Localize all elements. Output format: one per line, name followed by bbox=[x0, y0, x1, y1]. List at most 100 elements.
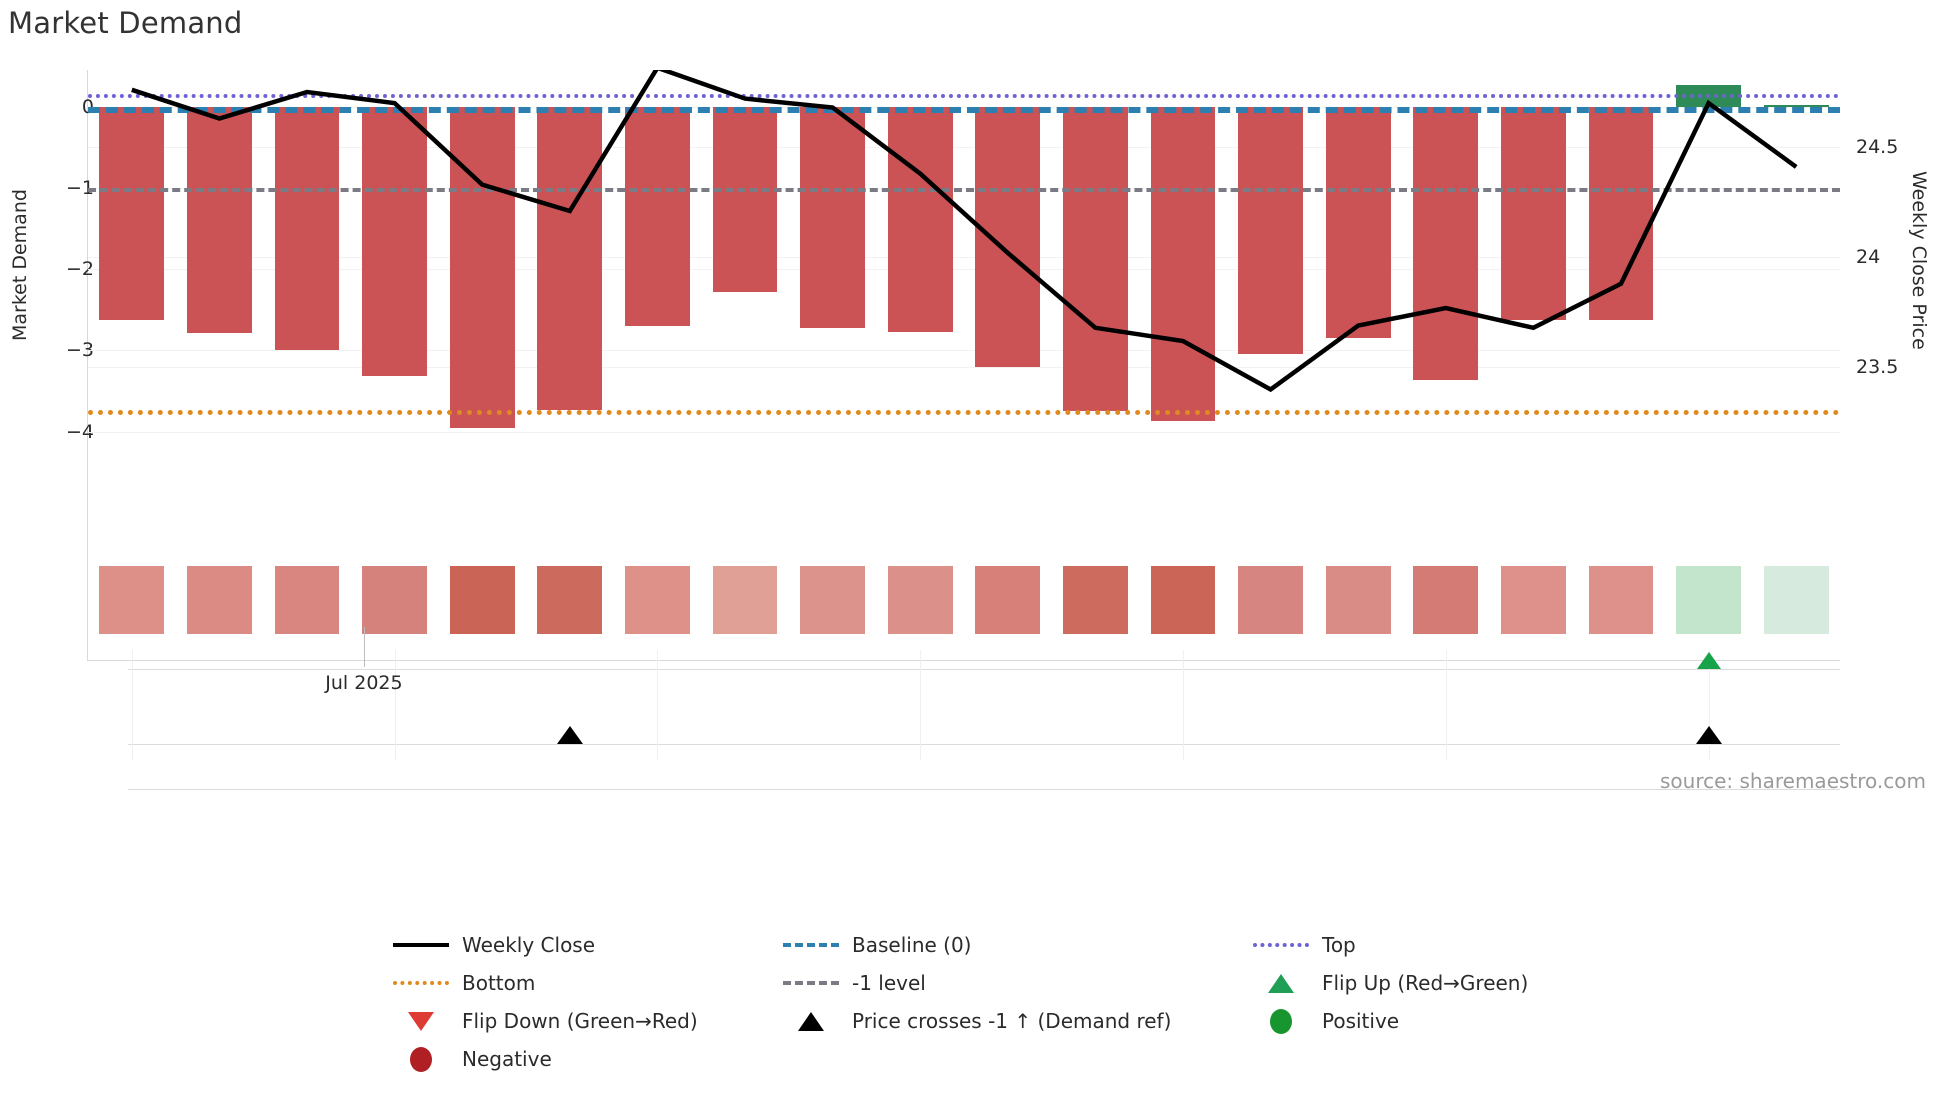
legend-spacer bbox=[1250, 1040, 1670, 1078]
marker-lane-gridline bbox=[131, 650, 133, 760]
source-note: source: sharemaestro.com bbox=[1660, 769, 1926, 793]
demand-bar[interactable] bbox=[1325, 106, 1391, 339]
x-tick-mark bbox=[363, 627, 365, 667]
legend-item-weekly-close[interactable]: Weekly Close bbox=[390, 926, 780, 964]
y-tick-label-right: 23.5 bbox=[1856, 356, 1899, 379]
heatmap-cell[interactable] bbox=[1588, 566, 1654, 634]
y-tick-label-left: 0 bbox=[81, 95, 94, 118]
x-tick-label: Jul 2025 bbox=[325, 672, 403, 694]
gridline-horizontal-secondary bbox=[88, 367, 1840, 369]
legend-item-minus1-level[interactable]: -1 level bbox=[780, 964, 1250, 1002]
legend-label: Top bbox=[1322, 933, 1356, 957]
heatmap-cell[interactable] bbox=[1676, 566, 1741, 634]
heatmap-cell[interactable] bbox=[1238, 566, 1303, 634]
legend-label: Flip Down (Green→Red) bbox=[462, 1009, 698, 1033]
demand-bar[interactable] bbox=[800, 106, 865, 328]
marker-lane-gridline bbox=[657, 650, 659, 760]
demand-bar[interactable] bbox=[537, 106, 603, 410]
legend-label: Bottom bbox=[462, 971, 536, 995]
demand-bar[interactable] bbox=[975, 106, 1041, 367]
heatmap-cell[interactable] bbox=[1413, 566, 1479, 634]
legend-label: Price crosses -1 ↑ (Demand ref) bbox=[852, 1009, 1172, 1033]
gridline-horizontal bbox=[88, 431, 1840, 433]
y-tick-label-left: −2 bbox=[65, 258, 94, 281]
legend-item-top[interactable]: Top bbox=[1250, 926, 1670, 964]
gridline-horizontal bbox=[88, 350, 1840, 352]
demand-bar[interactable] bbox=[624, 106, 690, 326]
reference-line-minus1 bbox=[88, 187, 1840, 192]
legend-item-price-crosses[interactable]: Price crosses -1 ↑ (Demand ref) bbox=[780, 1002, 1250, 1040]
legend-row: Bottom -1 level Flip Up (Red→Green) bbox=[390, 964, 1770, 1002]
y-axis-label-left: Market Demand bbox=[9, 189, 31, 341]
legend-item-baseline[interactable]: Baseline (0) bbox=[780, 926, 1250, 964]
heatmap-cell[interactable] bbox=[1150, 566, 1216, 634]
demand-bar[interactable] bbox=[1238, 106, 1303, 355]
y-tick-label-left: −4 bbox=[65, 420, 94, 443]
demand-bar[interactable] bbox=[1500, 106, 1566, 321]
legend-item-flip-down[interactable]: Flip Down (Green→Red) bbox=[390, 1002, 780, 1040]
marker-lane-rule bbox=[128, 789, 1840, 790]
legend-item-negative[interactable]: Negative bbox=[390, 1040, 780, 1078]
heatmap-cell[interactable] bbox=[712, 566, 778, 634]
legend-item-positive[interactable]: Positive bbox=[1250, 1002, 1670, 1040]
legend-spacer bbox=[780, 1040, 1250, 1078]
demand-bar[interactable] bbox=[712, 106, 778, 292]
triangle-up-black-icon bbox=[780, 1011, 842, 1031]
page-title: Market Demand bbox=[8, 6, 243, 40]
legend-label: Weekly Close bbox=[462, 933, 596, 957]
heatmap-cell[interactable] bbox=[537, 566, 603, 634]
gridline-horizontal-secondary bbox=[88, 147, 1840, 149]
heatmap-cell[interactable] bbox=[362, 566, 427, 634]
heatmap-cell[interactable] bbox=[1500, 566, 1566, 634]
heatmap-cell[interactable] bbox=[800, 566, 865, 634]
demand-bar[interactable] bbox=[1588, 106, 1654, 321]
y-tick-label-left: −1 bbox=[65, 176, 94, 199]
demand-bar[interactable] bbox=[1413, 106, 1479, 381]
reference-line-baseline bbox=[88, 106, 1840, 113]
marker-lane-gridline bbox=[920, 650, 922, 760]
y-tick-label-right: 24 bbox=[1856, 246, 1881, 269]
dotted-line-purple-icon bbox=[1250, 943, 1312, 947]
marker-lane-gridline bbox=[394, 650, 396, 760]
legend-item-flip-up[interactable]: Flip Up (Red→Green) bbox=[1250, 964, 1670, 1002]
legend-item-bottom[interactable]: Bottom bbox=[390, 964, 780, 1002]
legend-row: Flip Down (Green→Red) Price crosses -1 ↑… bbox=[390, 1002, 1770, 1040]
axis-spine-bottom bbox=[87, 660, 1840, 661]
demand-bar[interactable] bbox=[1150, 106, 1216, 421]
heatmap-cell[interactable] bbox=[1325, 566, 1391, 634]
heatmap-cell[interactable] bbox=[274, 566, 340, 634]
demand-bar[interactable] bbox=[1062, 106, 1128, 412]
flip-up-marker-icon[interactable] bbox=[1696, 652, 1721, 669]
heatmap-cell[interactable] bbox=[1062, 566, 1128, 634]
dot-dark-red-icon bbox=[390, 1046, 452, 1072]
marker-lane-rule bbox=[128, 669, 1840, 670]
demand-bar[interactable] bbox=[274, 106, 340, 351]
price-cross-marker-icon[interactable] bbox=[556, 726, 583, 744]
demand-heatmap-strip bbox=[88, 566, 1840, 634]
legend-label: Baseline (0) bbox=[852, 933, 972, 957]
price-cross-marker-icon[interactable] bbox=[1695, 726, 1722, 744]
demand-bar[interactable] bbox=[99, 106, 165, 321]
legend-row: Weekly Close Baseline (0) Top bbox=[390, 926, 1770, 964]
marker-lane-rule bbox=[128, 744, 1840, 745]
heatmap-cell[interactable] bbox=[624, 566, 690, 634]
y-tick-label-left: −3 bbox=[65, 339, 94, 362]
demand-bar[interactable] bbox=[449, 106, 515, 428]
heatmap-cell[interactable] bbox=[1763, 566, 1829, 634]
y-axis-label-right: Weekly Close Price bbox=[1908, 170, 1930, 350]
heatmap-cell[interactable] bbox=[449, 566, 515, 634]
heatmap-cell[interactable] bbox=[186, 566, 252, 634]
weekly-close-line bbox=[131, 70, 1798, 393]
dotted-line-orange-icon bbox=[390, 981, 452, 985]
demand-bar[interactable] bbox=[186, 106, 252, 334]
plot-canvas bbox=[88, 70, 1840, 460]
heatmap-cell[interactable] bbox=[887, 566, 953, 634]
dashed-line-blue-icon bbox=[780, 943, 842, 947]
demand-bar[interactable] bbox=[887, 106, 953, 332]
heatmap-cell[interactable] bbox=[99, 566, 165, 634]
demand-bar[interactable] bbox=[362, 106, 427, 377]
heatmap-cell[interactable] bbox=[975, 566, 1041, 634]
gridline-horizontal bbox=[88, 269, 1840, 271]
y-tick-label-right: 24.5 bbox=[1856, 136, 1899, 159]
legend-label: Negative bbox=[462, 1047, 552, 1071]
